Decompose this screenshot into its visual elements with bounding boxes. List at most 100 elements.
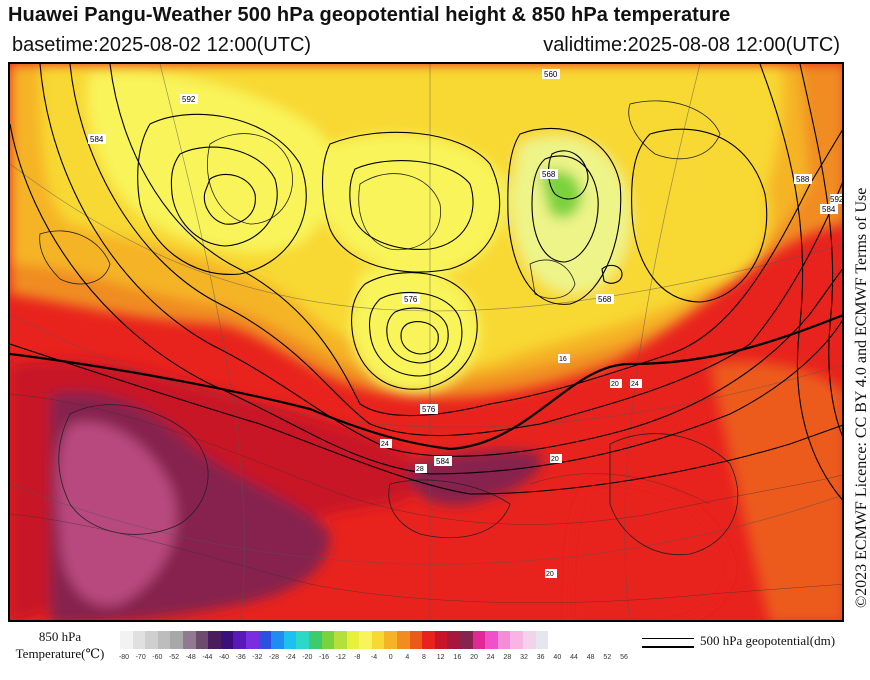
contour-label: 560 [544, 70, 558, 79]
contour-legend-label: 500 hPa geopotential(dm) [700, 633, 836, 648]
temperature-label: 24 [381, 441, 389, 448]
colorbar-tick: 20 [470, 654, 478, 661]
colorbar-tick: 8 [422, 654, 426, 661]
basetime-label: basetime:2025-08-02 12:00(UTC) [12, 34, 312, 56]
colorbar-tick: -44 [202, 654, 213, 661]
temperature-label: 20 [551, 456, 559, 463]
colorbar-swatch [472, 631, 486, 649]
weather-map: 560 568 576 584 592 584 576 568 584 588 … [8, 62, 844, 622]
colorbar-swatch [334, 631, 347, 649]
colorbar-swatch [346, 631, 360, 649]
colorbar-swatch [145, 631, 158, 649]
colorbar-swatch [321, 631, 335, 649]
colorbar-label-line2: Temperature(℃) [15, 646, 105, 661]
colorbar-swatch [283, 631, 297, 649]
isotherms [10, 393, 842, 603]
colorbar-tick: 12 [436, 654, 445, 661]
colorbar-swatch [245, 631, 259, 649]
colorbar-swatch [460, 631, 473, 649]
colorbar-tick: 40 [553, 654, 562, 661]
colorbar-tick: -60 [152, 654, 163, 661]
colorbar-swatch [258, 631, 272, 649]
colorbar-tick: 16 [453, 654, 462, 661]
colorbar-tick: -80 [118, 654, 130, 661]
temperature-label: 24 [631, 381, 639, 388]
colorbar-tick: -4 [370, 654, 378, 661]
colorbar-swatch [182, 631, 196, 649]
colorbar-tick: -70 [135, 654, 146, 661]
colorbar-tick: -8 [354, 654, 361, 661]
license-text: ©2023 ECMWF Licence: CC BY 4.0 and ECMWF… [853, 187, 870, 608]
colorbar-tick: -12 [335, 654, 346, 661]
colorbar-tick: -20 [302, 654, 313, 661]
contour-label: 584 [436, 457, 450, 466]
contour-label: 592 [830, 195, 844, 204]
colorbar-tick: -24 [285, 654, 296, 661]
colorbar-swatch [208, 631, 221, 649]
colorbar-swatch [497, 631, 511, 649]
temperature-label: 16 [559, 356, 567, 363]
colorbar-tick: 32 [520, 654, 528, 661]
colorbar-tick: 0 [388, 654, 393, 661]
temperature-label: 20 [546, 571, 554, 578]
colorbar-swatch [384, 631, 398, 649]
colorbar-tick: 48 [586, 654, 595, 661]
colorbar-tick: -52 [168, 654, 180, 661]
colorbar-swatch [371, 631, 385, 649]
colorbar-swatch [422, 631, 435, 649]
colorbar-swatch [220, 631, 234, 649]
colorbar-ticks: -80 -70 -60 -52 -48 -44 -40 -36 -32 -28 -24 -20 -16-… [114, 654, 634, 666]
colorbar-swatch [535, 631, 549, 649]
colorbar-swatch [510, 631, 523, 649]
colorbar-tick: 56 [620, 654, 628, 661]
colorbar-tick: 28 [503, 654, 512, 661]
colorbar-tick: -28 [268, 654, 280, 661]
contour-label: 588 [796, 175, 810, 184]
validtime-label: validtime:2025-08-08 12:00(UTC) [543, 34, 840, 56]
temperature-labels: 20 24 16 20 28 24 20 [380, 354, 642, 578]
colorbar-swatch [308, 631, 322, 649]
colorbar-tick: 52 [603, 654, 612, 661]
colorbar-tick: 4 [405, 654, 410, 661]
colorbar-tick: -48 [185, 654, 196, 661]
colorbar-swatch [120, 631, 133, 649]
contour-label: 576 [404, 295, 418, 304]
contour-label: 568 [542, 170, 556, 179]
colorbar-label-line1: 850 hPa [38, 629, 82, 644]
colorbar-tick: 44 [570, 654, 578, 661]
temperature-label: 28 [416, 466, 424, 473]
contour-label: 576 [422, 405, 436, 414]
contour-label: 584 [822, 205, 836, 214]
colorbar-swatch [132, 631, 146, 649]
colorbar-swatch [397, 631, 410, 649]
contour-label: 584 [90, 135, 104, 144]
colorbar-tick: -16 [318, 654, 330, 661]
colorbar-swatch [195, 631, 209, 649]
colorbar-tick: 24 [486, 654, 495, 661]
colorbar-swatch [523, 631, 536, 649]
colorbar-swatch [271, 631, 284, 649]
colorbar-swatch [359, 631, 372, 649]
colorbar-swatch [447, 631, 461, 649]
colorbar-swatch [409, 631, 423, 649]
graticule [10, 64, 842, 620]
chart-title: Huawei Pangu-Weather 500 hPa geopotentia… [8, 4, 731, 26]
map-canvas: 560 568 576 584 592 584 576 568 584 588 … [10, 64, 844, 620]
temperature-label: 20 [611, 381, 619, 388]
colorbar-swatch [157, 631, 171, 649]
colorbar-swatch [485, 631, 498, 649]
contour-label: 592 [182, 95, 196, 104]
geopotential-contours [10, 64, 842, 501]
contour-labels: 560 568 576 584 592 584 576 568 584 588 … [88, 69, 844, 466]
contour-legend-line [642, 638, 694, 648]
colorbar-swatch [170, 631, 183, 649]
contour-label: 568 [598, 295, 612, 304]
colorbar-label: 850 hPa Temperature(℃) [8, 628, 112, 662]
coastlines [39, 100, 739, 556]
colorbar-tick: -40 [218, 654, 230, 661]
temperature-colorbar [120, 631, 549, 649]
colorbar-swatch [233, 631, 246, 649]
colorbar-swatch [434, 631, 448, 649]
colorbar-swatch [296, 631, 309, 649]
contour-588 [10, 314, 842, 451]
